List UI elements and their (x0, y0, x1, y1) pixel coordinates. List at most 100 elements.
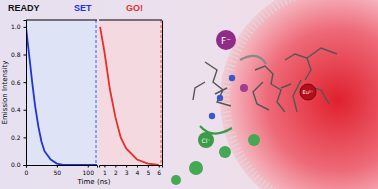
panel-frame-top (26, 20, 97, 21)
y-tick: 0.8 (11, 51, 26, 58)
decay-curve (26, 27, 97, 165)
x-tick-label: 4 (136, 169, 140, 176)
lipid (253, 174, 260, 181)
lipid (257, 14, 264, 21)
fluoride-ion (216, 30, 236, 50)
lipid (221, 112, 231, 113)
y-tick-label: 0.6 (11, 79, 21, 86)
x-tick-label: 50 (54, 169, 62, 176)
graphical-abstract: F⁻Cl⁻Eu³⁺READYSETGO!0501000.00.20.40.60.… (0, 0, 378, 189)
lipid (241, 162, 249, 168)
lipid (234, 151, 243, 156)
chloride-ion (198, 132, 214, 148)
fluoride-ion (240, 84, 248, 92)
lipid (220, 107, 230, 109)
y-tick-mark (24, 55, 27, 56)
x-tick-label: 0 (25, 169, 29, 176)
x-tick: 0 (25, 165, 29, 176)
lipid (264, 8, 270, 16)
y-tick-mark (24, 165, 27, 166)
lipid (254, 17, 261, 24)
lipid (248, 24, 256, 30)
x-tick: 2 (114, 165, 118, 176)
x-tick-label: 2 (114, 169, 118, 176)
y-tick-label: 0.0 (11, 161, 21, 168)
y-tick-mark (24, 137, 27, 138)
header: READYSETGO! (8, 3, 143, 13)
x-tick-mark (126, 165, 127, 168)
pyridyl-groups (209, 75, 235, 119)
x-tick: 3 (125, 165, 129, 176)
lipid (244, 165, 252, 171)
vesicle-body (220, 0, 378, 189)
receptor-molecule (193, 62, 231, 106)
lipid (291, 0, 295, 1)
lipid (262, 183, 268, 189)
lipid (236, 155, 245, 160)
panel-shade (99, 20, 162, 165)
europium-ion (300, 84, 316, 100)
lipid (239, 158, 247, 163)
pyridyl (217, 95, 223, 101)
lipid (242, 31, 250, 37)
lipid (249, 171, 257, 178)
y-axis: 0.0 0.2 0.4 0.6 0.8 1.0 (11, 21, 27, 169)
arrows (200, 56, 266, 134)
x-tick: 4 (136, 165, 140, 176)
lipid (245, 28, 253, 34)
plot-area (26, 27, 97, 165)
lipid (251, 21, 258, 28)
y-tick-label: 0.2 (11, 134, 21, 141)
y-tick: 0.4 (11, 106, 26, 113)
lipid (275, 0, 280, 8)
lipid (232, 147, 241, 151)
molecules (193, 48, 337, 112)
y-axis-line (24, 21, 27, 166)
panel-shade (26, 20, 97, 165)
x-axis: 0 50 100 (25, 165, 98, 176)
panel-frame-top (99, 20, 162, 21)
lipid (267, 6, 273, 14)
chloride-ion (171, 175, 181, 185)
lipid (225, 132, 235, 135)
lipid (259, 180, 266, 187)
header-word: SET (74, 3, 92, 13)
y-tick: 0.0 (11, 161, 26, 168)
europium-label: Eu³⁺ (303, 89, 314, 95)
x-tick: 100 (83, 165, 95, 176)
y-tick-mark (24, 110, 27, 111)
x-axis-line (100, 166, 163, 168)
x-tick-label: 3 (125, 169, 129, 176)
x-axis-title: Time (ns) (77, 178, 111, 186)
ions: F⁻Cl⁻Eu³⁺ (171, 30, 316, 185)
x-tick: 5 (146, 165, 150, 176)
chloride-label: Cl⁻ (201, 137, 210, 144)
lipid (229, 55, 238, 59)
y-tick-label: 0.8 (11, 51, 21, 58)
lipid (231, 51, 240, 55)
y-tick-mark (24, 27, 27, 28)
chloride-ion (189, 161, 203, 175)
phase-divider (161, 20, 162, 165)
receptor-molecule (253, 66, 291, 112)
lipid (224, 68, 234, 71)
x-tick-mark (115, 165, 116, 168)
lipid (271, 3, 277, 11)
x-tick: 50 (54, 165, 62, 176)
x-tick-mark (88, 165, 89, 168)
header-word: READY (8, 3, 40, 13)
y-range-line (162, 21, 163, 166)
pyridyl (209, 113, 215, 119)
lipid (237, 39, 246, 44)
chloride-ion (248, 134, 260, 146)
lipid (227, 136, 236, 139)
x-axis-line (27, 166, 98, 168)
y-axis-title: Emission Intensity (1, 61, 9, 125)
y-tick-label: 0.4 (11, 106, 21, 113)
lipid (228, 140, 237, 144)
lipid (223, 72, 233, 74)
y-tick: 0.6 (11, 79, 26, 86)
lipid (222, 81, 232, 83)
y-tick-label: 1.0 (11, 23, 21, 30)
x-tick-mark (137, 165, 138, 168)
